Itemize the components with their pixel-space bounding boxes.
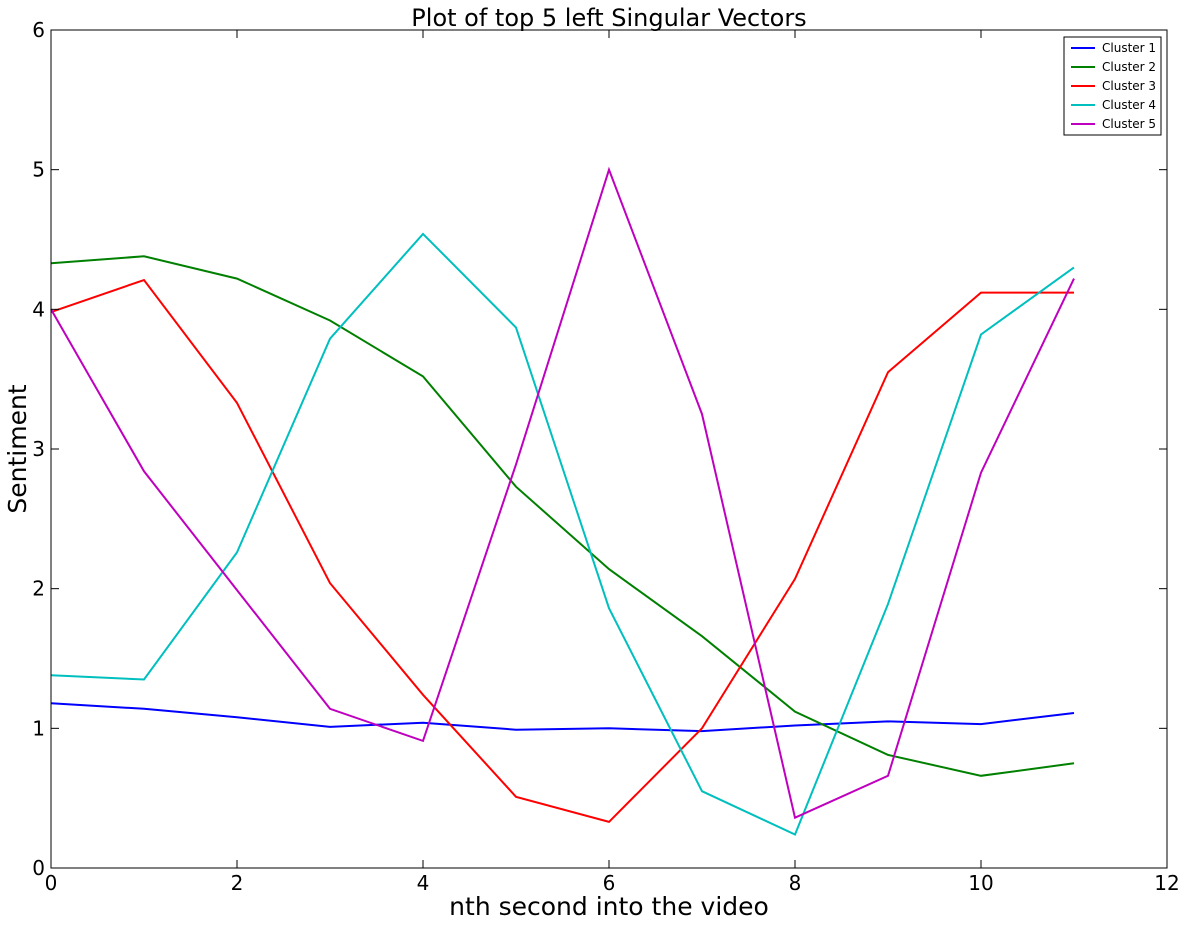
x-tick-label: 4 [417,871,430,895]
x-tick-label: 10 [968,871,993,895]
x-tick-label: 6 [603,871,616,895]
y-tick-label: 6 [32,18,45,42]
y-tick-label: 2 [32,577,45,601]
series-line-2 [50,255,1075,777]
x-tick-label: 2 [231,871,244,895]
legend-label-1: Cluster 1 [1102,41,1156,55]
legend-label-3: Cluster 3 [1102,79,1156,93]
legend: Cluster 1 Cluster 2 Cluster 3 Cluster 4 Clus… [1063,36,1162,136]
plot-lines [50,166,1075,836]
series-line-5 [50,166,1075,820]
y-tick-label: 4 [32,297,45,321]
legend-label-2: Cluster 2 [1102,60,1156,74]
x-axis-label: nth second into the video [449,892,769,921]
x-tick-label: 8 [789,871,802,895]
x-tick-label: 0 [45,871,58,895]
y-tick-label: 5 [32,158,45,182]
series-line-4 [50,232,1075,836]
plot-frame [50,29,1168,869]
legend-label-5: Cluster 5 [1102,117,1156,131]
x-tick-label: 12 [1154,871,1179,895]
series-line-3 [50,278,1074,824]
chart-title: Plot of top 5 left Singular Vectors [411,4,806,32]
series-line-1 [50,702,1075,733]
legend-label-4: Cluster 4 [1102,98,1156,112]
y-tick-label: 3 [32,437,45,461]
y-axis-label: Sentiment [3,384,32,513]
y-tick-label: 1 [32,716,45,740]
y-tick-label: 0 [32,856,45,880]
